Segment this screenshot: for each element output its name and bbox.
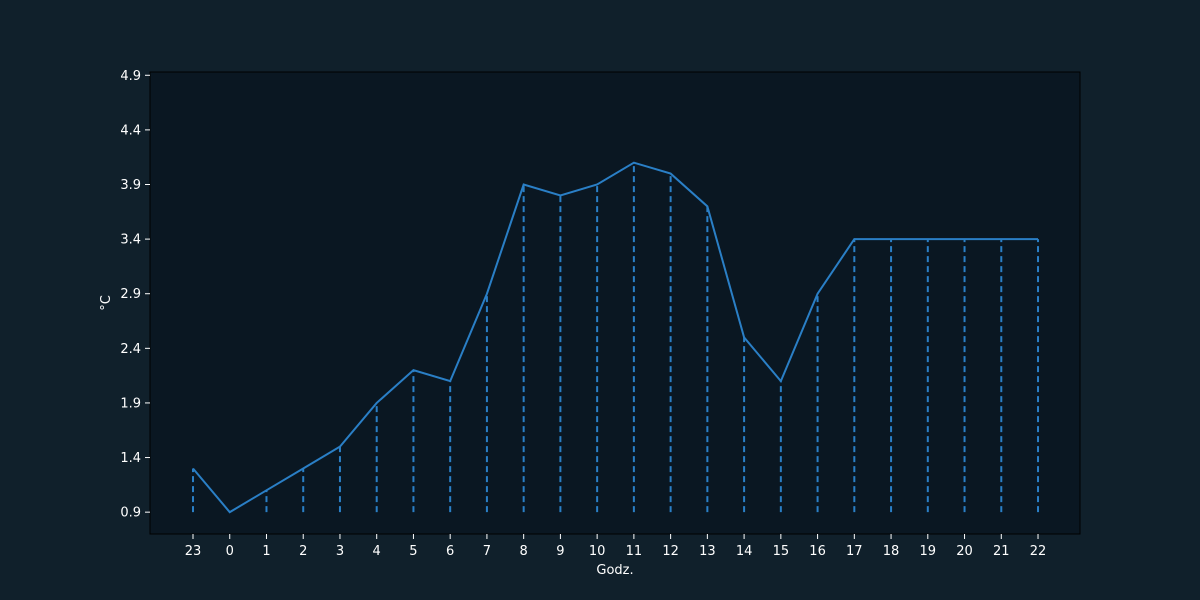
x-tick-label: 13 — [699, 544, 716, 559]
y-tick-label: 4.9 — [120, 69, 141, 84]
y-axis-label: °C — [99, 295, 114, 311]
x-axis-label: Godz. — [596, 563, 633, 578]
y-tick-label: 1.9 — [120, 396, 141, 411]
x-tick-label: 15 — [773, 544, 790, 559]
y-tick-label: 2.9 — [120, 287, 141, 302]
x-tick-label: 22 — [1030, 544, 1047, 559]
plot-area — [149, 71, 1081, 535]
x-tick-label: 12 — [662, 544, 679, 559]
y-tick-label: 4.4 — [120, 123, 141, 138]
x-tick-label: 6 — [446, 544, 454, 559]
y-tick-label: 3.9 — [120, 178, 141, 193]
x-tick-label: 3 — [336, 544, 344, 559]
x-tick-label: 9 — [556, 544, 564, 559]
x-tick-label: 8 — [520, 544, 528, 559]
y-tick-label: 1.4 — [120, 451, 141, 466]
x-tick-label: 21 — [993, 544, 1010, 559]
x-tick-label: 1 — [262, 544, 270, 559]
x-tick-label: 14 — [736, 544, 753, 559]
x-tick-label: 20 — [956, 544, 973, 559]
y-tick-label: 0.9 — [120, 506, 141, 521]
y-tick-label: 2.4 — [120, 342, 141, 357]
x-tick-label: 5 — [409, 544, 417, 559]
x-tick-label: 4 — [373, 544, 381, 559]
x-tick-label: 19 — [920, 544, 937, 559]
x-tick-label: 23 — [185, 544, 202, 559]
drop-lines — [192, 162, 1040, 513]
series-line — [192, 161, 1039, 514]
x-tick-label: 18 — [883, 544, 900, 559]
x-tick-label: 2 — [299, 544, 307, 559]
x-tick-label: 7 — [483, 544, 491, 559]
x-axis: 23 0 1 2 3 4 5 6 7 8 9 10 11 12 13 14 15 16 17 18 19 20 21 22 — [185, 534, 1047, 559]
x-tick-label: 16 — [809, 544, 826, 559]
x-tick-label: 11 — [626, 544, 643, 559]
y-tick-label: 3.4 — [120, 233, 141, 248]
x-tick-label: 17 — [846, 544, 863, 559]
x-tick-label: 0 — [226, 544, 234, 559]
x-tick-label: 10 — [589, 544, 606, 559]
y-axis: 0.9 1.4 1.9 2.4 2.9 3.4 3.9 4.4 4.9 — [120, 69, 150, 521]
